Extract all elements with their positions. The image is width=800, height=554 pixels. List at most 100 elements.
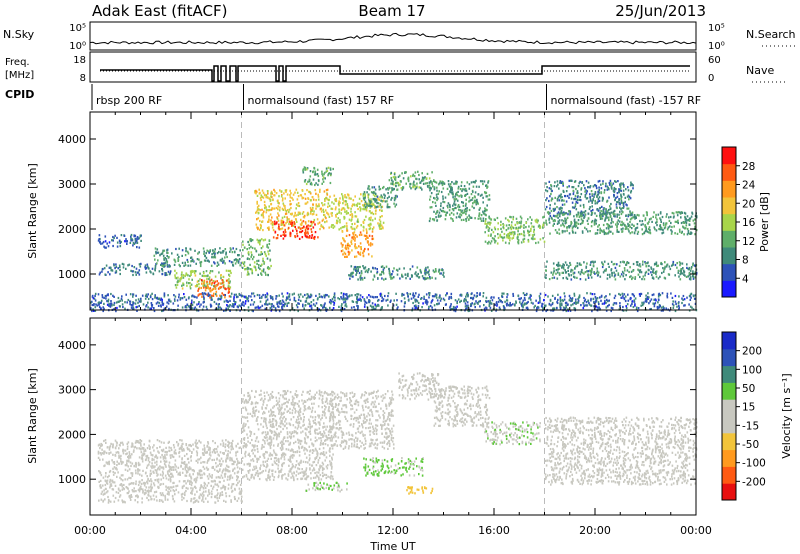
range-gate-cell: [249, 239, 251, 242]
range-gate-cell: [315, 207, 317, 210]
range-gate-cell: [257, 306, 259, 309]
range-gate-cell: [625, 214, 627, 217]
range-gate-cell: [396, 188, 399, 191]
range-gate-cell: [130, 306, 133, 309]
range-gate-cell: [351, 203, 354, 206]
range-gate-cell: [648, 296, 650, 299]
range-gate-cell: [530, 301, 533, 304]
range-gate-cell: [129, 482, 132, 485]
range-gate-cell: [221, 279, 224, 282]
range-gate-cell: [371, 305, 373, 308]
range-gate-cell: [363, 218, 366, 222]
range-gate-cell: [249, 238, 252, 241]
range-gate-cell: [421, 306, 423, 309]
range-gate-cell: [591, 310, 593, 313]
range-gate-cell: [359, 276, 361, 279]
range-gate-cell: [219, 476, 221, 479]
range-gate-cell: [190, 283, 193, 286]
range-gate-cell: [181, 284, 183, 287]
range-gate-cell: [424, 269, 426, 272]
range-gate-cell: [440, 204, 442, 208]
range-gate-cell: [695, 271, 698, 274]
range-gate-cell: [371, 186, 374, 189]
range-gate-cell: [217, 263, 220, 266]
range-gate-cell: [212, 249, 214, 252]
range-gate-cell: [684, 274, 686, 277]
range-gate-cell: [208, 453, 211, 456]
range-gate-cell: [582, 306, 585, 310]
range-gate-cell: [339, 197, 341, 200]
range-gate-cell: [258, 264, 260, 267]
range-gate-cell: [273, 220, 276, 223]
range-gate-cell: [530, 227, 532, 230]
range-gate-cell: [204, 448, 206, 451]
range-gate-cell: [205, 270, 208, 273]
range-gate-cell: [293, 296, 296, 299]
range-gate-cell: [595, 297, 597, 300]
range-gate-cell: [297, 213, 299, 216]
range-gate-cell: [592, 260, 594, 263]
cpid-segment-label-2: normalsound (fast) -157 RF: [551, 94, 702, 107]
range-gate-cell: [475, 295, 478, 298]
range-gate-cell: [431, 182, 433, 185]
range-gate-cell: [558, 273, 561, 276]
range-gate-cell: [641, 278, 643, 281]
range-gate-cell: [425, 299, 427, 302]
range-gate-cell: [581, 231, 584, 234]
range-gate-cell: [280, 302, 283, 305]
range-gate-cell: [300, 223, 303, 226]
range-gate-cell: [198, 293, 201, 296]
range-gate-cell: [371, 237, 374, 241]
range-gate-cell: [182, 283, 185, 287]
range-gate-cell: [381, 200, 384, 203]
range-gate-cell: [576, 265, 579, 268]
range-gate-cell: [610, 182, 612, 185]
range-gate-cell: [145, 271, 148, 274]
range-gate-cell: [450, 211, 453, 215]
range-gate-cell: [352, 275, 354, 278]
range-gate-cell: [659, 217, 661, 220]
range-gate-cell: [104, 246, 106, 249]
range-gate-cell: [499, 308, 501, 311]
range-gate-cell: [592, 199, 594, 202]
range-gate-cell: [597, 271, 600, 274]
range-gate-cell: [687, 229, 690, 233]
range-gate-cell: [441, 183, 444, 187]
range-gate-cell: [690, 292, 693, 295]
range-gate-cell: [129, 293, 132, 296]
range-gate-cell: [363, 203, 366, 206]
range-gate-cell: [568, 193, 571, 196]
range-gate-cell: [517, 230, 519, 233]
range-gate-cell: [303, 225, 305, 228]
range-gate-cell: [449, 305, 452, 308]
range-gate-cell: [610, 219, 613, 222]
range-gate-cell: [136, 271, 139, 274]
range-gate-cell: [255, 211, 257, 214]
range-gate-cell: [690, 267, 693, 270]
range-gate-cell: [369, 222, 372, 225]
range-gate-cell: [652, 269, 654, 272]
range-gate-cell: [359, 294, 362, 297]
range-gate-cell: [635, 306, 638, 309]
range-gate-cell: [393, 196, 396, 200]
range-gate-cell: [431, 306, 433, 309]
range-gate-cell: [329, 181, 332, 185]
range-gate-cell: [591, 293, 594, 296]
range-gate-cell: [281, 306, 283, 309]
range-gate-cell: [218, 250, 220, 254]
range-gate-cell: [486, 224, 488, 227]
range-gate-cell: [105, 246, 107, 249]
range-gate-cell: [359, 209, 362, 212]
range-gate-cell: [224, 256, 226, 259]
range-gate-cell: [641, 304, 644, 307]
range-gate-cell: [251, 239, 254, 242]
range-gate-cell: [512, 234, 515, 237]
range-gate-cell: [590, 297, 592, 300]
range-gate-cell: [490, 218, 492, 221]
range-gate-cell: [217, 307, 220, 310]
range-gate-cell: [144, 266, 146, 269]
range-gate-cell: [355, 269, 358, 272]
range-gate-cell: [583, 211, 586, 214]
range-gate-cell: [447, 193, 450, 196]
range-gate-cell: [284, 303, 286, 306]
